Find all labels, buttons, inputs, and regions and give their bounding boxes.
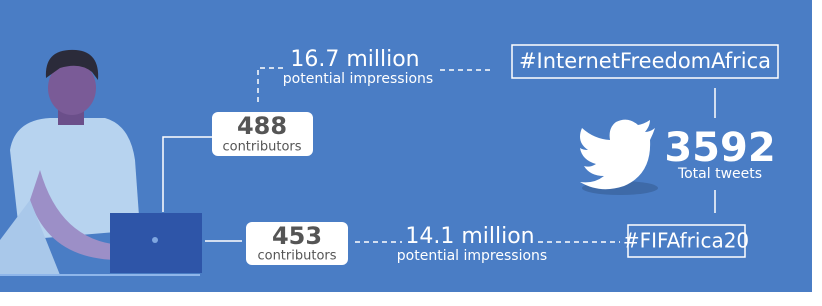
impressions-value: 16.7 million: [290, 47, 419, 72]
impressions-label: potential impressions: [283, 71, 433, 87]
total-label: Total tweets: [677, 166, 762, 182]
contributors-label: contributors: [222, 140, 301, 155]
total-count: 3592: [664, 125, 775, 171]
contributors-count: 453: [272, 222, 322, 250]
infographic: 16.7 million potential impressions #Inte…: [0, 0, 822, 306]
impressions-value: 14.1 million: [405, 224, 534, 249]
contributors-count: 488: [237, 112, 287, 140]
hashtag: #InternetFreedomAfrica: [519, 49, 771, 73]
impressions-label: potential impressions: [397, 248, 547, 264]
contributors-label: contributors: [257, 249, 336, 264]
hashtag: #FIFAfrica20: [623, 229, 749, 253]
